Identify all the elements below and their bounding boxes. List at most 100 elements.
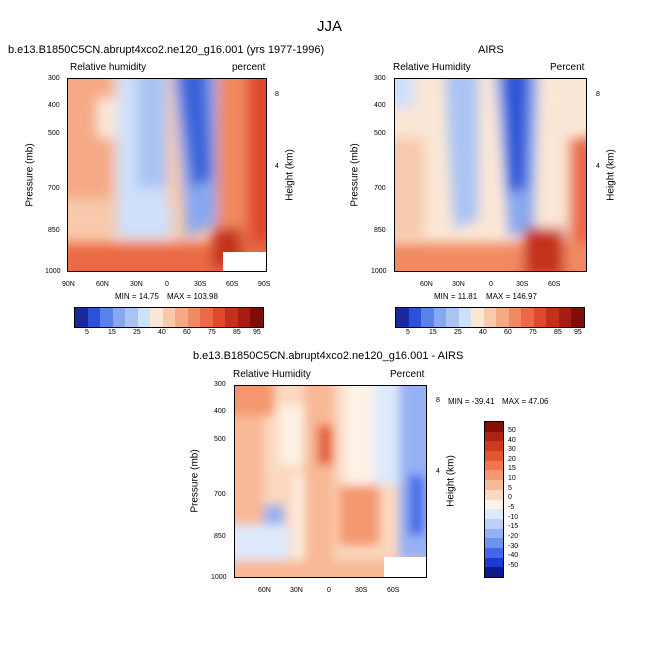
diff-field-southern-pole-dry (409, 475, 424, 535)
model-ytick: 1000 (45, 268, 61, 275)
model-plot-frame (67, 78, 267, 272)
colorbar-swatch (558, 308, 572, 327)
model-ytick: 700 (48, 185, 60, 192)
colorbar-swatch (508, 308, 522, 327)
panel-model-plot (67, 78, 267, 272)
model-ytick-right: 8 (275, 91, 279, 98)
diff-missing-data (384, 557, 427, 578)
colorbar-diff-label: 30 (508, 446, 516, 453)
obs-field-north-moist (394, 138, 424, 238)
colorbar-swatch (485, 470, 503, 481)
panel-obs-title: AIRS (478, 44, 504, 56)
colorbar-label: 15 (108, 329, 116, 336)
obs-ytick: 300 (374, 75, 386, 82)
obs-field-southern-pole (569, 138, 587, 272)
obs-xtick: 30N (452, 281, 465, 288)
panel-model-left-label: Relative humidity (70, 62, 147, 73)
colorbar-swatch (237, 308, 251, 327)
colorbar-label: 25 (454, 329, 462, 336)
model-xtick: 60N (96, 281, 109, 288)
diff-ytick: 850 (214, 533, 226, 540)
model-field-subtropics-n-dry (137, 78, 167, 188)
panel-model-right-label: percent (232, 62, 266, 73)
colorbar-diff-label: -5 (508, 504, 515, 511)
obs-ytick-right: 8 (596, 91, 600, 98)
colorbar-rh-obs (395, 307, 585, 328)
colorbar-swatch (485, 509, 503, 519)
colorbar-label: 95 (574, 329, 582, 336)
colorbar-diff (484, 421, 504, 578)
model-ytick: 400 (48, 102, 60, 109)
colorbar-swatch (137, 308, 151, 327)
panel-obs-ylabel-right: Height (km) (605, 149, 617, 201)
panel-diff-ylabel-right: Height (km) (445, 455, 457, 507)
colorbar-label: 40 (158, 329, 166, 336)
diff-ytick: 500 (214, 436, 226, 443)
obs-field-subtropics-n (444, 78, 484, 228)
colorbar-swatch (212, 308, 226, 327)
colorbar-label: 75 (529, 329, 537, 336)
obs-ytick: 1000 (371, 268, 387, 275)
panel-diff-ylabel: Pressure (mb) (189, 449, 201, 513)
diff-field-equator (304, 385, 334, 575)
colorbar-swatch (433, 308, 447, 327)
colorbar-diff-label: 10 (508, 475, 516, 482)
colorbar-rh-model (74, 307, 264, 328)
colorbar-diff-label: 5 (508, 485, 512, 492)
diff-max: MAX = 47.06 (502, 397, 549, 406)
diff-field-equator-max (318, 425, 332, 465)
obs-field-boundary-layer-max (524, 228, 564, 272)
diff-field-north-low-dry (264, 505, 284, 525)
diff-ytick-right: 4 (436, 468, 440, 475)
obs-xtick: 0 (489, 281, 493, 288)
colorbar-swatch (485, 489, 503, 500)
colorbar-swatch (485, 499, 503, 510)
model-field-southern-pole (247, 78, 267, 272)
colorbar-label: 40 (479, 329, 487, 336)
panel-obs-ylabel: Pressure (mb) (349, 143, 361, 207)
colorbar-swatch (125, 308, 138, 327)
colorbar-diff-label: -10 (508, 514, 519, 521)
obs-ytick: 850 (374, 227, 386, 234)
panel-diff-right-label: Percent (390, 369, 425, 380)
colorbar-swatch (87, 308, 101, 327)
diff-field-north-top (234, 385, 274, 415)
colorbar-diff-label: -40 (508, 552, 519, 559)
obs-xtick: 30S (516, 281, 529, 288)
colorbar-swatch (471, 308, 484, 327)
colorbar-swatch (483, 308, 497, 327)
diff-field-north-mid (234, 415, 264, 525)
obs-plot-frame (394, 78, 587, 272)
colorbar-swatch (187, 308, 201, 327)
colorbar-swatch (485, 480, 503, 490)
obs-min: MIN = 11.81 (434, 292, 478, 301)
colorbar-diff-label: 0 (508, 494, 512, 501)
colorbar-swatch (485, 460, 503, 471)
colorbar-diff-label: 20 (508, 456, 516, 463)
obs-field-southern-midlat (539, 78, 569, 238)
colorbar-label: 5 (406, 329, 410, 336)
diff-xtick: 0 (327, 587, 331, 594)
model-ytick: 300 (48, 75, 60, 82)
diff-xtick: 30N (290, 587, 303, 594)
colorbar-swatch (485, 528, 503, 539)
model-xtick: 60S (226, 281, 239, 288)
colorbar-swatch (225, 308, 238, 327)
colorbar-swatch (485, 518, 503, 529)
panel-diff-title: b.e13.B1850C5CN.abrupt4xco2.ne120_g16.00… (193, 350, 464, 362)
obs-xtick: 60N (420, 281, 433, 288)
colorbar-swatch (571, 308, 584, 327)
diff-field-subtropics-s-low (339, 485, 379, 545)
colorbar-label: 25 (133, 329, 141, 336)
colorbar-swatch (446, 308, 459, 327)
obs-max: MAX = 146.97 (486, 292, 537, 301)
diff-xtick: 30S (355, 587, 368, 594)
colorbar-label: 85 (554, 329, 562, 336)
panel-obs-plot (394, 78, 587, 272)
model-xtick: 30S (194, 281, 207, 288)
model-xtick: 30N (130, 281, 143, 288)
obs-ytick-right: 4 (596, 163, 600, 170)
colorbar-label: 15 (429, 329, 437, 336)
colorbar-label: 95 (253, 329, 261, 336)
model-xtick: 90S (258, 281, 271, 288)
